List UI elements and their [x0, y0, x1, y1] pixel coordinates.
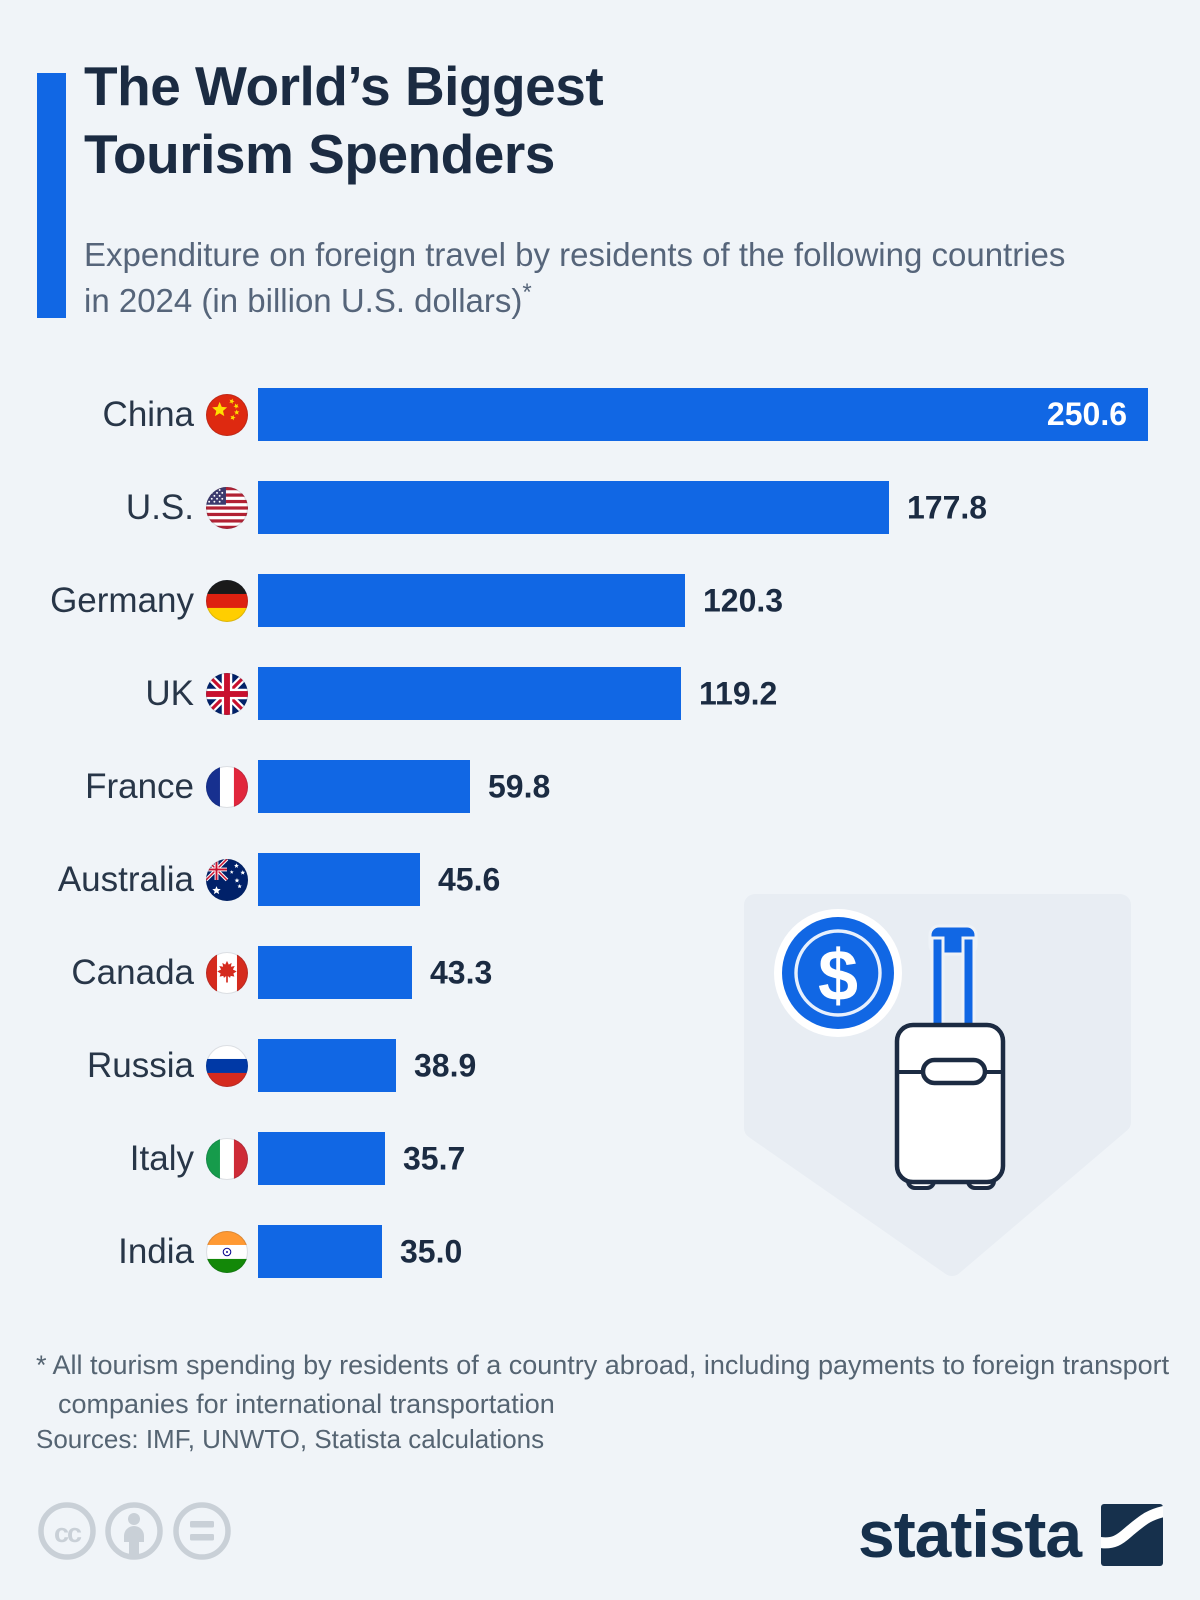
- statista-logo: statista: [858, 1496, 1164, 1572]
- country-label: Canada: [71, 952, 194, 992]
- country-label: India: [118, 1231, 194, 1271]
- value-bar: [258, 760, 470, 813]
- value-bar: [258, 946, 412, 999]
- country-label: Russia: [87, 1045, 194, 1085]
- value-bar: [258, 574, 685, 627]
- title-accent-bar: [37, 73, 66, 318]
- bar-chart: China 250.6 U.S. 177.8 Germany 120.3 UK 119.2 Fr…: [36, 368, 1166, 1298]
- travel-spending-watermark: $: [744, 894, 1131, 1276]
- chart-row: Australia 45.6: [36, 833, 1166, 926]
- equal-icon: [173, 1502, 231, 1560]
- subtitle-text: Expenditure on foreign travel by residen…: [84, 236, 1066, 320]
- value-bar: [258, 481, 889, 534]
- value-bar: [258, 1225, 382, 1278]
- value-label: 250.6: [1046, 396, 1127, 432]
- chart-row: Germany 120.3: [36, 554, 1166, 647]
- bar-track: 59.8: [258, 760, 1166, 813]
- suitcase-icon: [894, 924, 1006, 1190]
- license-icons: cc: [38, 1502, 231, 1560]
- us-flag-icon: [206, 486, 248, 529]
- country-label: UK: [145, 673, 194, 713]
- value-label: 177.8: [907, 489, 988, 525]
- chart-row: Canada 43.3: [36, 926, 1166, 1019]
- value-label: 43.3: [430, 954, 493, 990]
- statista-logo-mark-icon: [1101, 1504, 1164, 1566]
- value-label: 35.0: [400, 1233, 463, 1269]
- value-label: 120.3: [703, 582, 784, 618]
- uk-flag-icon: [206, 672, 248, 715]
- bar-track: 35.7: [258, 1132, 1166, 1185]
- australia-flag-icon: [206, 858, 248, 901]
- bar-track: 38.9: [258, 1039, 1166, 1092]
- country-label: Italy: [129, 1138, 194, 1178]
- statista-wordmark: statista: [858, 1497, 1082, 1572]
- france-flag-icon: [206, 765, 248, 808]
- cc-icon: cc: [38, 1502, 96, 1560]
- footnote-marker: *: [522, 279, 532, 307]
- bar-track: 45.6: [258, 853, 1166, 906]
- bar-track: 120.3: [258, 574, 1166, 627]
- chart-row: China 250.6: [36, 368, 1166, 461]
- chart-footnote: * All tourism spending by residents of a…: [36, 1346, 1186, 1424]
- bar-track: 43.3: [258, 946, 1166, 999]
- italy-flag-icon: [206, 1137, 248, 1180]
- germany-flag-icon: [206, 579, 248, 622]
- chart-subtitle: Expenditure on foreign travel by residen…: [84, 233, 1084, 323]
- attribution-icon: [105, 1502, 163, 1560]
- svg-text:$: $: [818, 936, 858, 1016]
- value-bar: [258, 1132, 385, 1185]
- chart-row: France 59.8: [36, 740, 1166, 833]
- country-label: France: [85, 766, 194, 806]
- bar-track: 35.0: [258, 1225, 1166, 1278]
- chart-row: Russia 38.9: [36, 1019, 1166, 1112]
- chart-row: Italy 35.7: [36, 1112, 1166, 1205]
- india-flag-icon: [206, 1230, 248, 1273]
- bar-track: 119.2: [258, 667, 1166, 720]
- dollar-coin-icon: $: [774, 909, 902, 1037]
- country-label: Australia: [57, 859, 194, 899]
- russia-flag-icon: [206, 1044, 248, 1087]
- value-bar: [258, 1039, 396, 1092]
- chart-row: UK 119.2: [36, 647, 1166, 740]
- country-label: U.S.: [125, 487, 194, 527]
- chart-row: India 35.0: [36, 1205, 1166, 1298]
- country-label: China: [102, 394, 194, 434]
- value-bar: 250.6: [258, 388, 1148, 441]
- value-bar: [258, 667, 681, 720]
- chart-row: U.S. 177.8: [36, 461, 1166, 554]
- sources-line: Sources: IMF, UNWTO, Statista calculatio…: [36, 1424, 545, 1454]
- value-label: 35.7: [403, 1140, 466, 1176]
- country-label: Germany: [50, 580, 194, 620]
- value-label: 119.2: [699, 675, 778, 711]
- value-label: 45.6: [438, 861, 501, 897]
- bar-track: 250.6: [258, 388, 1166, 441]
- footnote-line-2: companies for international transportati…: [58, 1389, 555, 1419]
- value-label: 59.8: [488, 768, 551, 804]
- canada-flag-icon: [206, 951, 248, 994]
- value-bar: [258, 853, 420, 906]
- value-label: 38.9: [414, 1047, 477, 1083]
- page-title: The World’s Biggest Tourism Spenders: [84, 55, 604, 186]
- footnote-line-1: * All tourism spending by residents of a…: [36, 1350, 1170, 1380]
- svg-text:cc: cc: [54, 1518, 82, 1548]
- china-flag-icon: [206, 393, 248, 436]
- bar-track: 177.8: [258, 481, 1166, 534]
